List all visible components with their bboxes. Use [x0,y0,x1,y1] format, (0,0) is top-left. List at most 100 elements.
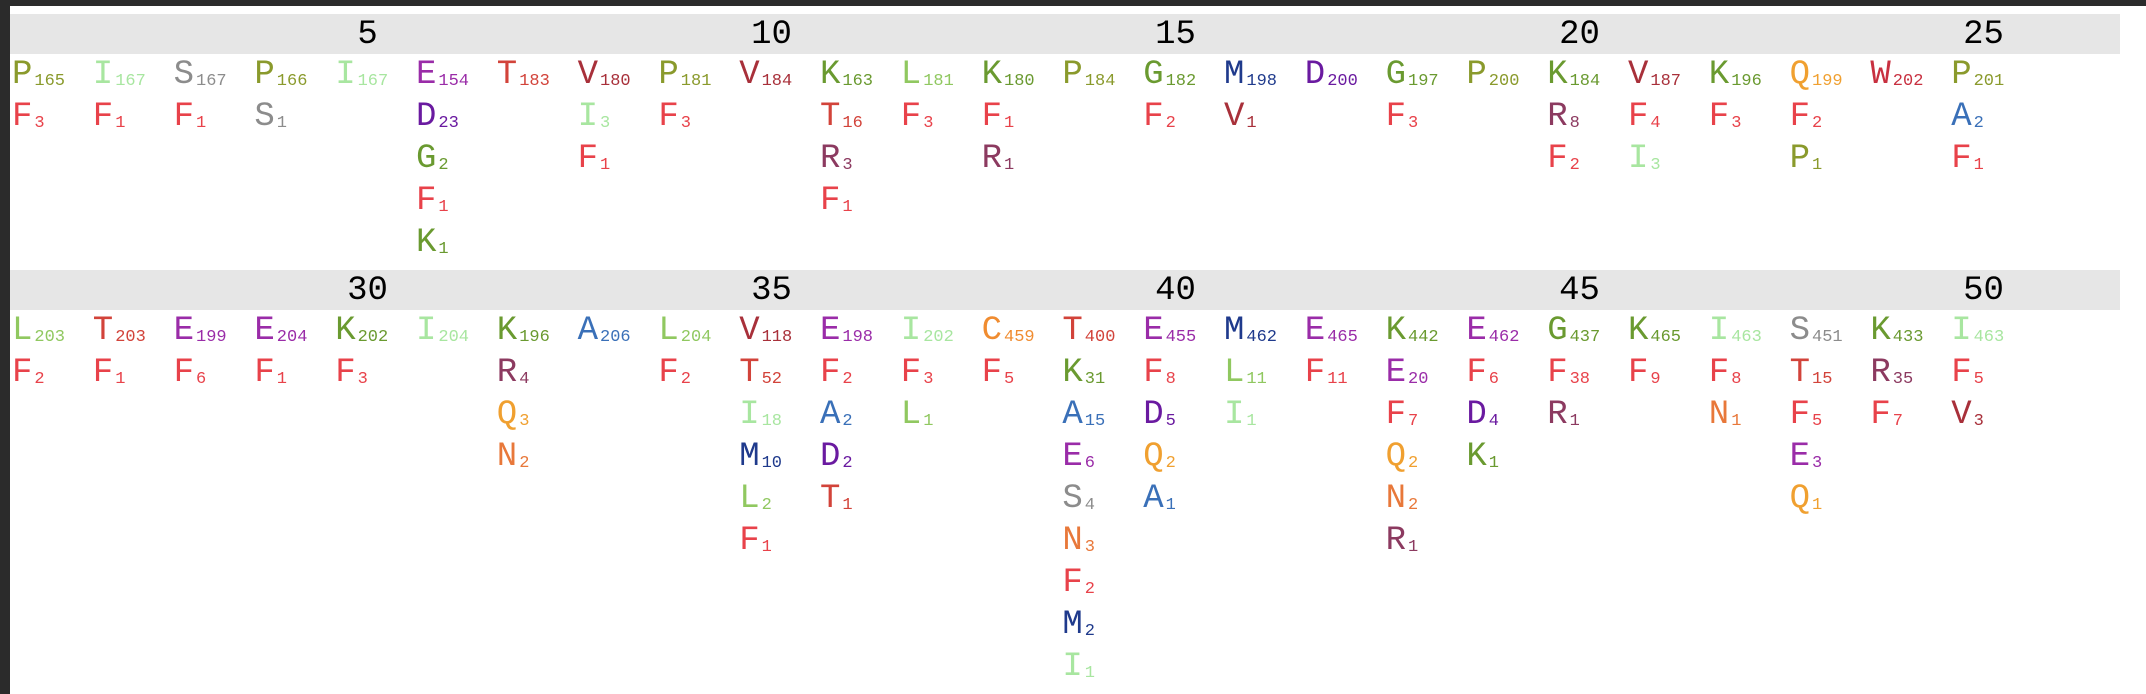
alignment-column: M 462 L 11 I 1 [1224,310,1304,436]
residue-letter: M [1224,56,1245,94]
residue-entry: K 442 [1386,310,1466,352]
residue-entry: R 35 [1870,352,1950,394]
residue-letter: L [900,56,922,94]
residue-letter: R [1547,396,1568,434]
residue-letter: I [1708,312,1730,350]
residue-letter: F [1062,564,1083,602]
residue-letter: E [1385,354,1406,392]
residue-entry: L 203 [12,310,92,352]
residue-letter: F [739,522,760,560]
residue-count: 2 [761,496,772,515]
residue-entry: E 154 [416,54,496,96]
residue-count: 2 [842,412,853,431]
residue-count: 3 [842,156,853,175]
residue-letter: A [1143,480,1164,518]
residue-count: 2 [1084,580,1095,599]
residue-letter: I [335,56,356,94]
residue-letter: S [254,98,275,136]
residue-count: 154 [438,72,470,91]
residue-count: 4 [1488,412,1499,431]
residue-entry: K 465 [1628,310,1708,352]
residue-letter: V [1224,98,1245,136]
residue-count: 459 [1004,328,1035,347]
residue-entry: V 118 [739,310,819,352]
residue-entry: P 165 [12,54,92,96]
residue-letter: P [1466,56,1487,94]
residue-letter: F [900,354,922,392]
alignment-column: K 433 R 35 F 7 [1870,310,1950,436]
residue-letter: F [1466,354,1487,392]
residue-count: 15 [1812,370,1833,389]
residue-count: 196 [1731,72,1762,91]
residue-letter: I [1224,396,1245,434]
residue-count: 1 [1973,156,1984,175]
residue-count: 3 [1731,114,1742,133]
alignment-column: K 465 F 9 [1628,310,1708,394]
residue-letter: R [1385,522,1406,560]
residue-letter: K [1870,312,1891,350]
alignment-column: V 118 T 52 I 18 M 10 L 2 F 1 [739,310,819,562]
alignment-column: P 201 A 2 F 1 [1951,54,2031,180]
residue-letter: T [1789,354,1810,392]
residue-letter: P [254,56,275,94]
residue-letter: R [1547,98,1568,136]
residue-letter: Q [1789,480,1810,518]
residue-letter: I [577,98,598,136]
residue-count: 5 [1812,412,1823,431]
residue-count: 465 [1327,328,1358,347]
residue-entry: E 465 [1305,310,1385,352]
residue-count: 118 [761,328,793,347]
position-tick: 35 [751,272,792,310]
residue-entry: E 199 [174,310,254,352]
residue-count: 3 [923,114,934,133]
residue-count: 202 [357,328,389,347]
residue-letter: I [92,56,114,94]
residue-letter: K [416,224,437,262]
residue-entry: I 18 [739,394,819,436]
residue-entry: G 182 [1143,54,1223,96]
residue-count: 1 [276,114,287,133]
residue-count: 4 [519,370,530,389]
residue-letter: F [577,140,598,178]
residue-count: 202 [923,328,954,347]
residue-letter: F [1708,98,1730,136]
residue-letter: M [1224,312,1245,350]
residue-entry: F 11 [1305,352,1385,394]
residue-entry: L 11 [1224,352,1304,394]
residue-count: 184 [1084,72,1116,91]
residue-count: 16 [842,114,863,133]
residue-letter: K [1062,354,1083,392]
alignment-column: P 181 F 3 [658,54,738,138]
residue-entry: I 202 [901,310,981,352]
residue-letter: E [254,312,275,350]
alignment-column: D 200 [1305,54,1385,96]
residue-entry: P 184 [1062,54,1142,96]
residue-count: 2 [438,156,449,175]
residue-count: 463 [1731,328,1762,347]
residue-count: 2 [1812,114,1823,133]
residue-entry: P 201 [1951,54,2031,96]
residue-entry: L 204 [658,310,738,352]
residue-count: 5 [1165,412,1176,431]
alignment-column: K 180 F 1 R 1 [982,54,1062,180]
residue-count: 1 [1246,412,1257,431]
residue-count: 167 [115,72,146,91]
residue-count: 15 [1084,412,1106,431]
